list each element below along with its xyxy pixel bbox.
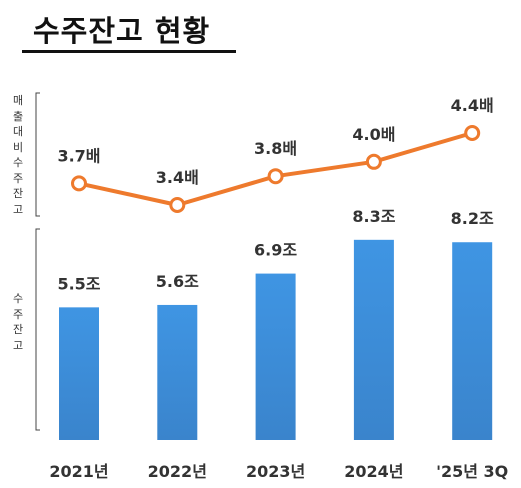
- line-value-labels: 3.7배 3.4배 3.8배 4.0배 4.4배: [57, 96, 493, 187]
- upper-bracket: [35, 92, 40, 217]
- line-point: [71, 175, 87, 192]
- line-value-label: 3.8배: [254, 139, 297, 158]
- bar: [157, 304, 198, 440]
- title-underline: [22, 50, 236, 53]
- category-label: 2021년: [49, 462, 108, 481]
- bar-value-label: 8.3조: [352, 207, 395, 226]
- page-title: 수주잔고 현황: [33, 14, 211, 48]
- axis-brackets: [35, 92, 40, 431]
- bar-value-label: 5.6조: [156, 272, 199, 291]
- bar: [353, 239, 394, 440]
- bar-value-label: 8.2조: [451, 209, 494, 228]
- bar-value-label: 5.5조: [57, 274, 100, 293]
- line-point: [267, 168, 284, 185]
- line-point: [365, 153, 382, 170]
- category-label: 2022년: [148, 462, 207, 481]
- bar-value-labels: 5.5조 5.6조 6.9조 8.3조 8.2조: [57, 207, 494, 294]
- line-value-label: 3.7배: [57, 146, 100, 165]
- bar: [59, 307, 99, 440]
- line-point: [464, 125, 481, 141]
- bar: [255, 273, 296, 440]
- line-value-label: 4.4배: [451, 96, 494, 115]
- bar-value-label: 6.9조: [254, 241, 297, 260]
- category-label: 2023년: [246, 462, 305, 481]
- category-label: 2024년: [344, 462, 403, 481]
- line-value-label: 3.4배: [156, 168, 199, 187]
- line-value-label: 4.0배: [352, 125, 395, 144]
- lower-bracket: [35, 228, 40, 431]
- category-label: '25년 3Q: [436, 462, 508, 481]
- line-axis-label: 매출대비수주잔고: [12, 94, 24, 216]
- line-point: [169, 197, 186, 213]
- bar-series: [59, 239, 493, 440]
- bar-axis-label: 수주잔고: [12, 292, 24, 352]
- bar: [452, 242, 493, 440]
- category-labels: 2021년 2022년 2023년 2024년 '25년 3Q: [49, 462, 508, 481]
- line-series: [71, 125, 481, 213]
